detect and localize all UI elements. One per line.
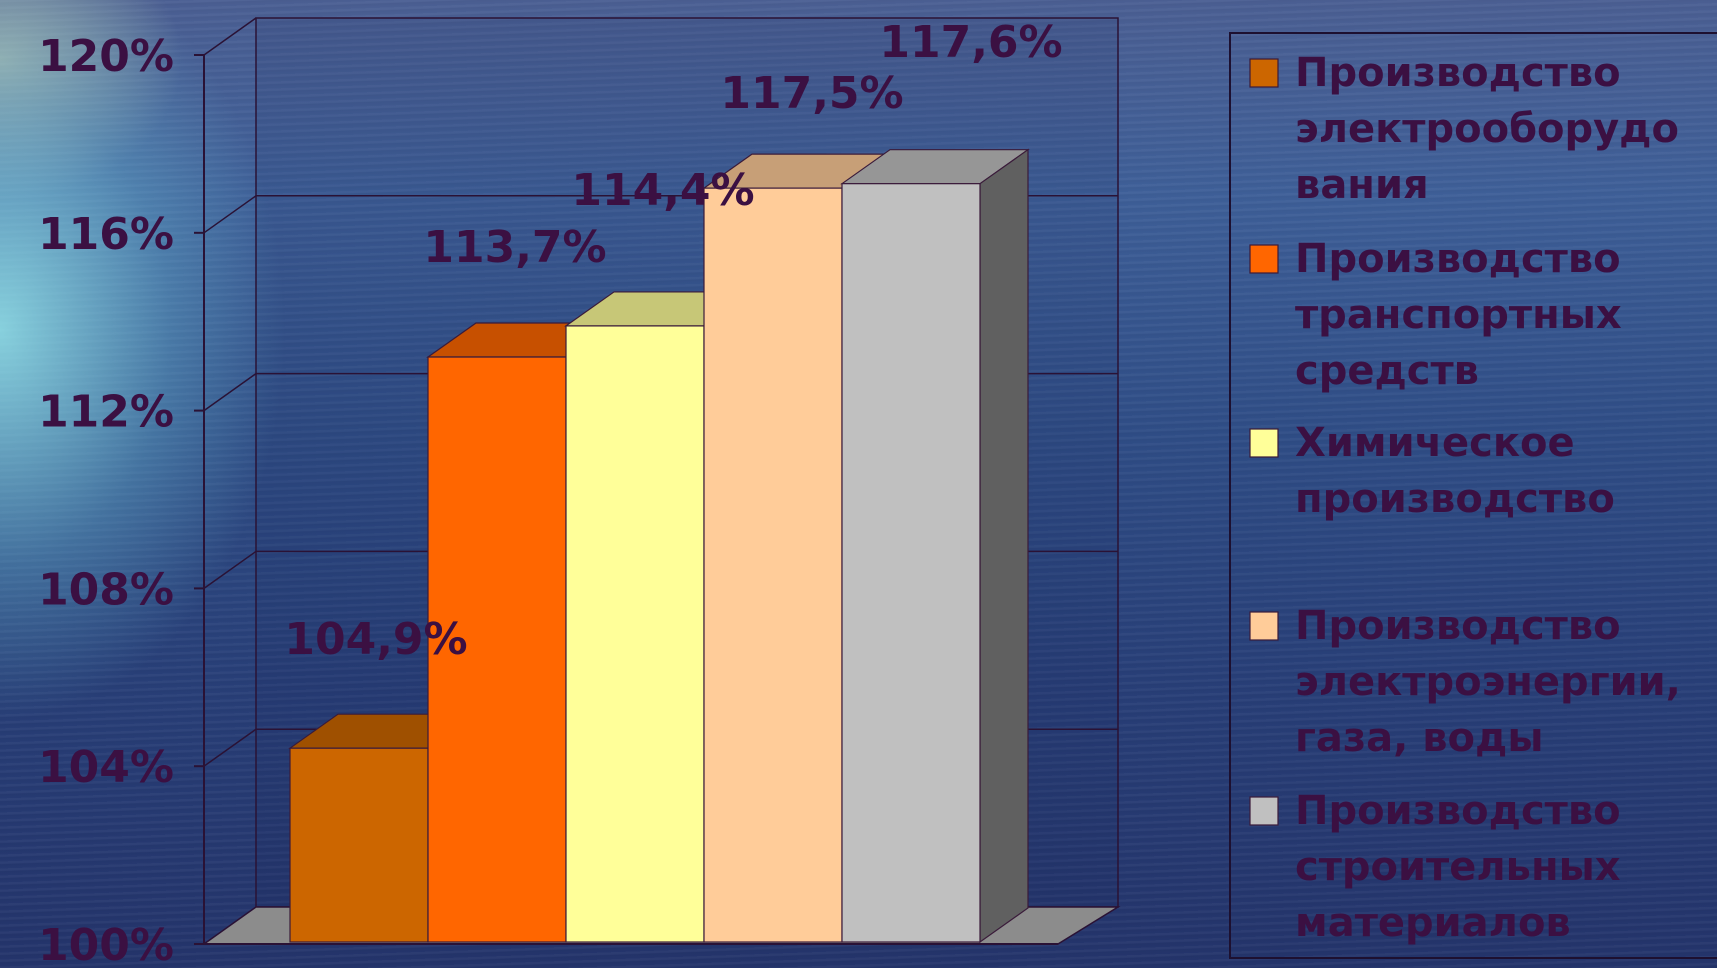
y-axis-ticks: 100% 104% 108% 112% 116% 120% bbox=[38, 31, 204, 968]
bar-front-face bbox=[841, 183, 981, 943]
legend-swatch bbox=[1249, 244, 1279, 274]
legend-label: Химическое bbox=[1295, 420, 1575, 466]
legend-swatch bbox=[1249, 796, 1279, 826]
bar-4 bbox=[702, 153, 892, 943]
legend-item: Производство электроэнергии, газа, воды bbox=[1249, 603, 1681, 761]
legend-item: Химическое производство bbox=[1249, 420, 1615, 522]
legend-label: электроэнергии, bbox=[1295, 659, 1681, 705]
bar-front-face bbox=[289, 747, 429, 943]
legend-item: Производство транспортных средств bbox=[1249, 236, 1622, 394]
gridline-side bbox=[203, 550, 257, 590]
data-labels: 104,9% 113,7% 114,4% 117,5%117,6% bbox=[284, 17, 1062, 665]
y-tick-label: 116% bbox=[38, 209, 174, 260]
data-label: 117,6% bbox=[879, 17, 1062, 68]
data-label: 117,5% bbox=[720, 68, 903, 119]
data-label: 114,4% bbox=[571, 165, 754, 216]
side-wall-top-edge bbox=[203, 17, 257, 56]
legend-label: производство bbox=[1295, 476, 1615, 522]
legend: ПроизводствоэлектрооборудованияПроизводс… bbox=[1229, 32, 1717, 959]
y-tick-label: 108% bbox=[38, 564, 174, 615]
legend-label: Производство bbox=[1295, 50, 1621, 96]
y-tick-label: 104% bbox=[38, 742, 174, 793]
legend-item: Производство строительных материалов bbox=[1249, 788, 1621, 946]
legend-label: средств bbox=[1295, 348, 1479, 394]
legend-label: Производство bbox=[1295, 788, 1621, 834]
gridline-side bbox=[203, 372, 257, 412]
legend-swatch bbox=[1249, 58, 1279, 88]
legend-swatch bbox=[1249, 428, 1279, 458]
legend-label: строительных bbox=[1295, 844, 1621, 890]
bar-front-face bbox=[703, 187, 843, 943]
legend-box bbox=[1229, 32, 1717, 959]
bar-front-face bbox=[427, 356, 567, 943]
legend-label: транспортных bbox=[1295, 292, 1622, 338]
y-tick-label: 120% bbox=[38, 31, 174, 82]
data-label: 104,9% bbox=[284, 614, 467, 665]
bar-front-face bbox=[565, 325, 705, 943]
gridline-side bbox=[203, 728, 257, 767]
bars bbox=[288, 148, 1030, 944]
data-label: 113,7% bbox=[423, 222, 606, 273]
legend-label: Производство bbox=[1295, 603, 1621, 649]
y-tick-label: 100% bbox=[38, 920, 174, 968]
gridline-side bbox=[203, 195, 257, 234]
legend-label: материалов bbox=[1295, 900, 1571, 946]
legend-item: Производство электрооборудо вания bbox=[1249, 50, 1679, 208]
legend-label: вания bbox=[1295, 162, 1429, 208]
legend-swatch bbox=[1249, 611, 1279, 641]
bar-5 bbox=[840, 148, 1030, 944]
legend-label: Производство bbox=[1295, 236, 1621, 282]
y-tick-label: 112% bbox=[38, 387, 174, 438]
bar-side-face bbox=[979, 148, 1029, 944]
legend-label: электрооборудо bbox=[1295, 106, 1679, 152]
legend-label: газа, воды bbox=[1295, 715, 1544, 761]
